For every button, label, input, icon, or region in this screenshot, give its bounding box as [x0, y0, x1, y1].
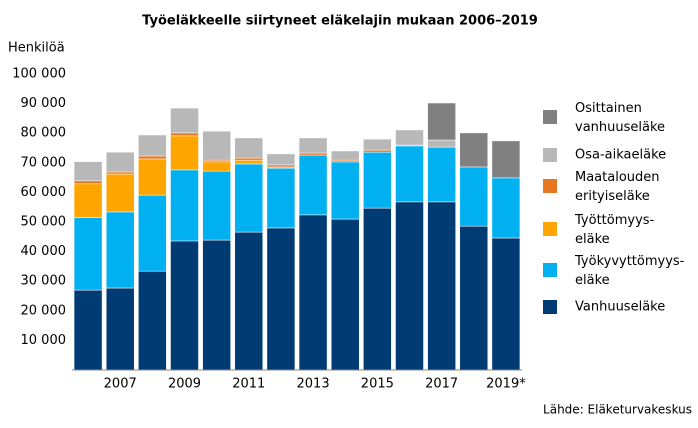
source: Lähde: Eläketurvakeskus [543, 403, 692, 417]
bar-segment [266, 164, 296, 168]
bar-segment [427, 102, 456, 141]
y-tick-label: 30 000 [21, 274, 67, 289]
bar-segment [234, 163, 264, 233]
bar-segment [105, 151, 135, 173]
bar-segment [330, 150, 360, 161]
bar-segment [234, 157, 264, 161]
legend-label: Työkyvyttömyys-eläke [574, 254, 685, 288]
x-tick-label: 2007 [104, 377, 137, 392]
bar-segment [363, 151, 392, 209]
bar-segment [73, 180, 103, 185]
bar-segment [395, 145, 424, 203]
x-tick-label: 2013 [297, 377, 330, 392]
bar-segment [298, 214, 328, 371]
bar-segment [266, 227, 296, 371]
bar-segment [202, 130, 231, 161]
bar-segment [170, 240, 199, 371]
bar-segment [395, 129, 424, 146]
x-tick-label: 2019* [486, 377, 526, 392]
bar-segment [427, 201, 456, 371]
bar-segment [138, 270, 167, 371]
bar-segment [170, 135, 199, 171]
bar-segment [330, 159, 360, 163]
bar-segment [138, 194, 167, 272]
y-tick-label: 100 000 [12, 67, 66, 82]
x-tick-label: 2011 [232, 377, 265, 392]
x-tick-label: 2017 [425, 377, 458, 392]
bar-segment [73, 161, 103, 182]
bar-segment [170, 107, 199, 134]
bar-segment [73, 289, 103, 371]
bar-segment [459, 166, 489, 227]
bar-segment [266, 167, 296, 229]
bar-segment [395, 201, 424, 371]
bar-segment [202, 159, 231, 163]
y-tick-label: 50 000 [21, 215, 67, 230]
legend-swatch [543, 179, 557, 193]
bar-segment [298, 137, 328, 154]
y-tick-label: 20 000 [21, 303, 67, 318]
bar-segment [202, 239, 231, 371]
bar-segment [363, 207, 392, 371]
y-tick-label: 70 000 [21, 155, 67, 170]
bar-segment [105, 171, 135, 175]
legend-label: Työttömyys-eläke [574, 213, 655, 247]
bar-segment [138, 155, 167, 160]
bar-segment [234, 159, 264, 165]
bar-segment [427, 139, 456, 148]
legend-swatch [543, 148, 557, 162]
y-tick-label: 60 000 [21, 185, 67, 200]
legend-swatch [543, 300, 557, 314]
bar-segment [138, 158, 167, 196]
bar-segment [138, 134, 167, 157]
chart-title: Työeläkkeelle siirtyneet eläkelajin muka… [142, 14, 538, 29]
bar-segment [170, 132, 199, 137]
bar-segment [73, 217, 103, 291]
bar-segment [363, 149, 392, 153]
bar-segment [330, 161, 360, 220]
bar-segment [234, 231, 264, 371]
bar-segment [202, 161, 231, 172]
bar-segment [73, 183, 103, 218]
bar-segment [491, 237, 521, 371]
bar-segment [459, 225, 489, 371]
bar-segment [427, 146, 456, 203]
bar-segment [298, 154, 328, 216]
legend-label: Osa-aikaeläke [575, 148, 666, 163]
legend-label: Maatalouden erityiseläke [575, 170, 660, 204]
bar-segment [105, 173, 135, 213]
bar-segment [170, 169, 199, 242]
bar-segment [266, 153, 296, 166]
legend-label: Vanhuuseläke [575, 300, 665, 315]
y-tick-label: 80 000 [21, 126, 67, 141]
y-tick-label: 10 000 [21, 333, 67, 348]
x-tick-label: 2009 [168, 377, 201, 392]
bar-segment [298, 152, 328, 156]
legend-swatch [543, 222, 557, 236]
legend-label: Osittainen vanhuuseläke [575, 101, 665, 135]
bar-segment [491, 177, 521, 239]
legend-swatch [543, 110, 557, 124]
bar-segment [202, 170, 231, 241]
x-tick-label: 2015 [361, 377, 394, 392]
y-axis-label: Henkilöä [8, 41, 65, 56]
bar-segment [330, 218, 360, 371]
y-tick-label: 90 000 [21, 96, 67, 111]
bar-segment [234, 137, 264, 159]
bar-segment [105, 287, 135, 371]
bar-segment [491, 140, 521, 179]
y-tick-label: 40 000 [21, 244, 67, 259]
legend-swatch [543, 263, 557, 277]
bar-segment [105, 211, 135, 289]
bar-segment [459, 132, 489, 168]
bar-segment [363, 138, 392, 151]
